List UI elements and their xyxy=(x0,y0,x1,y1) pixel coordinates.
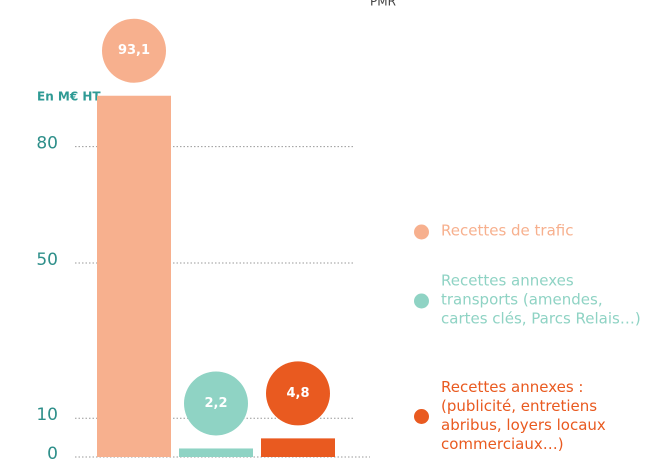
y-tick-label: 10 xyxy=(36,405,58,425)
legend-label: Recettes de trafic xyxy=(441,221,574,240)
legend-entry: Recettes annexes transports (amendes, ca… xyxy=(414,271,646,329)
value-label: 4,8 xyxy=(286,386,309,401)
bar xyxy=(97,95,171,457)
y-axis-label: En M€ HT xyxy=(37,90,101,104)
legend-swatch xyxy=(414,409,429,424)
legend-swatch xyxy=(414,293,429,308)
y-tick-label: 80 xyxy=(36,134,58,154)
bar xyxy=(179,448,253,457)
legend-label: Recettes annexes transports (amendes, ca… xyxy=(441,271,641,328)
value-badge xyxy=(184,371,248,436)
value-label: 93,1 xyxy=(118,43,150,58)
y-tick-label: 50 xyxy=(36,250,58,270)
legend-entry: Recettes annexes : (publicité, entretien… xyxy=(414,378,646,454)
annotation: PMR xyxy=(370,0,396,9)
value-badge xyxy=(266,361,330,426)
value-label: 2,2 xyxy=(204,396,227,411)
value-badge xyxy=(102,18,166,83)
bar xyxy=(261,438,335,457)
legend-entry: Recettes de trafic xyxy=(414,221,646,241)
y-tick-label: 0 xyxy=(47,444,58,460)
legend-label: Recettes annexes : (publicité, entretien… xyxy=(441,378,606,453)
legend-swatch xyxy=(414,224,429,239)
